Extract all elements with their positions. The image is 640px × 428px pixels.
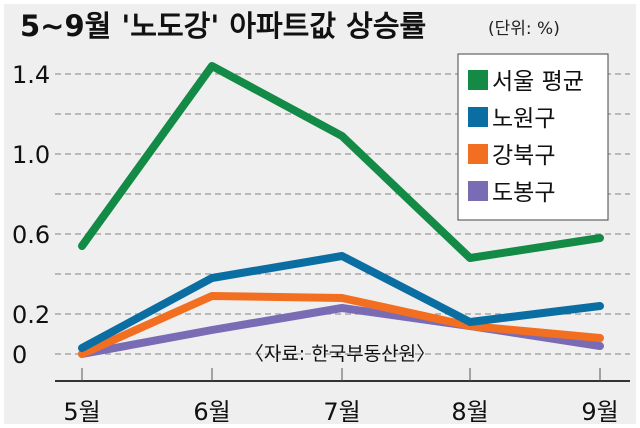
legend-swatch: [468, 181, 488, 201]
y-tick-label: 0: [12, 341, 27, 369]
series-line-강북구: [78, 292, 604, 358]
chart-title: 5~9월 '노도강' 아파트값 상승률: [20, 9, 426, 43]
legend-label: 노원구: [492, 106, 555, 132]
legend-swatch: [468, 70, 488, 90]
source-label: 〈자료: 한국부동산원〉: [245, 343, 435, 365]
legend-swatch: [468, 144, 488, 164]
y-tick-label: 1.0: [12, 141, 50, 169]
legend-swatch: [468, 107, 488, 127]
legend-label: 도봉구: [492, 180, 555, 206]
series-line-서울 평균: [78, 62, 604, 262]
legend-label: 강북구: [492, 143, 555, 169]
y-tick-label: 1.4: [12, 61, 50, 89]
x-tick-label: 8월: [451, 398, 488, 426]
x-tick-label: 5월: [63, 398, 100, 426]
series-line-노원구: [78, 252, 604, 352]
x-tick-label: 9월: [581, 398, 618, 426]
y-tick-label: 0.6: [12, 221, 50, 249]
y-tick-label: 0.2: [12, 301, 50, 329]
x-tick-label: 7월: [323, 398, 360, 426]
unit-label: (단위: %): [488, 19, 560, 39]
legend-label: 서울 평균: [492, 69, 584, 95]
x-tick-label: 6월: [193, 398, 230, 426]
